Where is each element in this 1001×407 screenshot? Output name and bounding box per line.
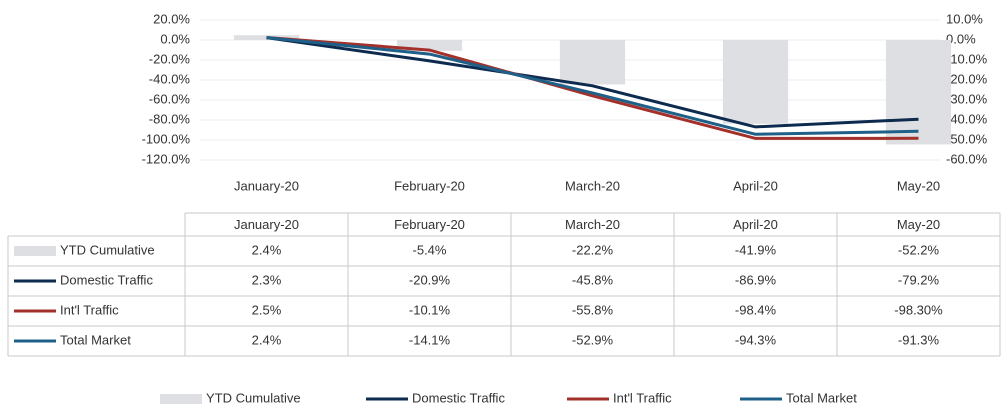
table-cell: 2.4% bbox=[252, 242, 282, 257]
table-cell: -94.3% bbox=[735, 332, 777, 347]
y2-tick-label: -40.0% bbox=[946, 111, 988, 126]
table-cell: -91.3% bbox=[898, 332, 940, 347]
x-tick-label: January-20 bbox=[234, 178, 299, 193]
line bbox=[266, 36, 919, 136]
table-cell: 2.5% bbox=[252, 302, 282, 317]
table-cell: -79.2% bbox=[898, 272, 940, 287]
table-cell: -98.4% bbox=[735, 302, 777, 317]
line bbox=[266, 36, 919, 140]
table-cell: -20.9% bbox=[409, 272, 451, 287]
table-cell: -52.2% bbox=[898, 242, 940, 257]
table-cell: -14.1% bbox=[409, 332, 451, 347]
y2-tick-label: -20.0% bbox=[946, 71, 988, 86]
table-header: January-20 bbox=[234, 217, 299, 232]
y-tick-label: 0.0% bbox=[160, 31, 190, 46]
bar bbox=[396, 40, 463, 51]
x-tick-label: May-20 bbox=[897, 178, 940, 193]
table-cell: 2.4% bbox=[252, 332, 282, 347]
y-tick-label: -40.0% bbox=[149, 71, 191, 86]
table-row-label: Int'l Traffic bbox=[60, 302, 119, 317]
bar bbox=[885, 40, 952, 145]
y-tick-label: -60.0% bbox=[149, 91, 191, 106]
y-tick-label: -20.0% bbox=[149, 51, 191, 66]
table-cell: -55.8% bbox=[572, 302, 614, 317]
y2-tick-label: -10.0% bbox=[946, 51, 988, 66]
legend-label: YTD Cumulative bbox=[206, 390, 301, 405]
table-header: May-20 bbox=[897, 217, 940, 232]
x-tick-label: April-20 bbox=[733, 178, 778, 193]
legend-label: Total Market bbox=[786, 390, 857, 405]
table-row-label: Total Market bbox=[60, 332, 131, 347]
legend-label: Domestic Traffic bbox=[412, 390, 505, 405]
table-header: March-20 bbox=[565, 217, 620, 232]
y-tick-label: -80.0% bbox=[149, 111, 191, 126]
table-cell: -41.9% bbox=[735, 242, 777, 257]
line bbox=[266, 36, 919, 129]
legend-key bbox=[160, 394, 202, 404]
table-cell: -98.30% bbox=[894, 302, 943, 317]
y-tick-label: -120.0% bbox=[142, 151, 191, 166]
y-tick-label: 20.0% bbox=[153, 11, 190, 26]
table-header: February-20 bbox=[394, 217, 465, 232]
table-cell: -5.4% bbox=[413, 242, 447, 257]
table-cell: -45.8% bbox=[572, 272, 614, 287]
y2-tick-label: -50.0% bbox=[946, 131, 988, 146]
table-cell: -10.1% bbox=[409, 302, 451, 317]
bar bbox=[559, 40, 626, 85]
table-cell: -22.2% bbox=[572, 242, 614, 257]
y2-tick-label: -60.0% bbox=[946, 151, 988, 166]
y2-tick-label: -30.0% bbox=[946, 91, 988, 106]
y-tick-label: -100.0% bbox=[142, 131, 191, 146]
table-cell: -86.9% bbox=[735, 272, 777, 287]
table-cell: 2.3% bbox=[252, 272, 282, 287]
y2-tick-label: 0.0% bbox=[946, 31, 976, 46]
x-tick-label: March-20 bbox=[565, 178, 620, 193]
table-cell: -52.9% bbox=[572, 332, 614, 347]
x-tick-label: February-20 bbox=[394, 178, 465, 193]
table-header: April-20 bbox=[733, 217, 778, 232]
table-row-label: Domestic Traffic bbox=[60, 272, 153, 287]
table-legend-key bbox=[14, 246, 56, 256]
table-row-label: YTD Cumulative bbox=[60, 242, 155, 257]
bar bbox=[722, 40, 789, 124]
legend-label: Int'l Traffic bbox=[613, 390, 672, 405]
y2-tick-label: 10.0% bbox=[946, 11, 983, 26]
